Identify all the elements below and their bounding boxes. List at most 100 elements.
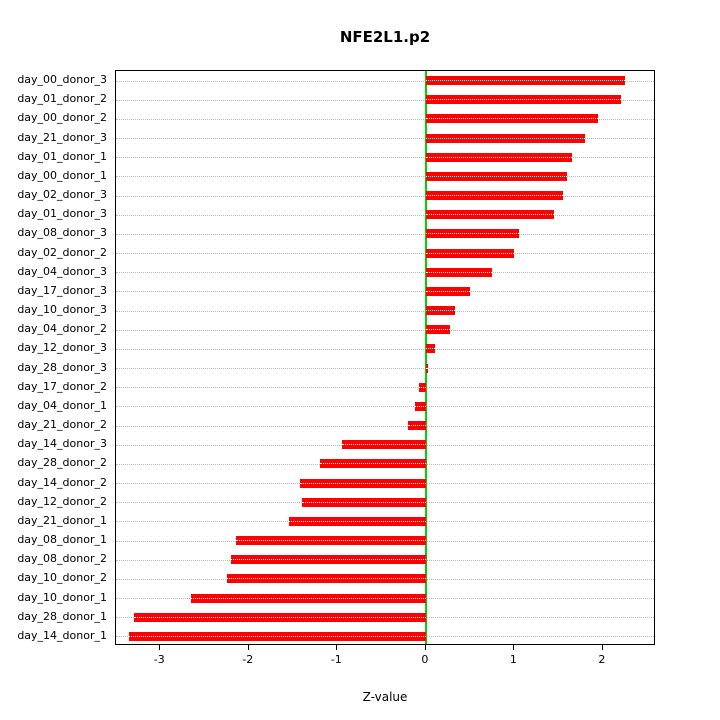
gridline <box>116 291 654 293</box>
bar-stipple <box>300 482 426 484</box>
gridline <box>116 253 654 255</box>
bar-day_17_donor_2 <box>418 382 426 392</box>
bar-day_01_donor_1 <box>425 152 572 162</box>
bar-day_10_donor_3 <box>425 306 456 316</box>
y-label-day_28_donor_2: day_28_donor_2 <box>17 456 107 470</box>
y-label-day_04_donor_3: day_04_donor_3 <box>17 264 107 278</box>
bar-stipple <box>425 137 586 139</box>
gridline <box>116 329 654 331</box>
zero-baseline <box>424 71 427 644</box>
bar-stipple <box>226 578 426 580</box>
y-label-day_00_donor_3: day_00_donor_3 <box>17 73 107 87</box>
bar-day_21_donor_2 <box>408 421 426 431</box>
y-label-day_02_donor_3: day_02_donor_3 <box>17 188 107 202</box>
gridline <box>116 176 654 178</box>
gridline <box>116 348 654 350</box>
gridline <box>116 233 654 235</box>
gridline <box>116 80 654 82</box>
bar-day_28_donor_3 <box>425 363 428 373</box>
bar-stipple <box>319 463 426 465</box>
y-label-day_21_donor_1: day_21_donor_1 <box>17 513 107 527</box>
y-label-day_04_donor_2: day_04_donor_2 <box>17 322 107 336</box>
x-axis-title: Z-value <box>362 690 408 704</box>
y-label-day_00_donor_1: day_00_donor_1 <box>17 168 107 182</box>
bar-day_08_donor_3 <box>425 229 519 239</box>
bar-day_14_donor_2 <box>300 478 426 488</box>
y-label-day_21_donor_2: day_21_donor_2 <box>17 418 107 432</box>
gridline <box>116 195 654 197</box>
y-label-day_17_donor_3: day_17_donor_3 <box>17 283 107 297</box>
y-label-day_08_donor_3: day_08_donor_3 <box>17 226 107 240</box>
bar-day_01_donor_2 <box>425 95 621 105</box>
gridline <box>116 425 654 427</box>
y-label-day_02_donor_2: day_02_donor_2 <box>17 245 107 259</box>
bar-stipple <box>425 348 435 350</box>
y-label-day_21_donor_3: day_21_donor_3 <box>17 130 107 144</box>
bar-stipple <box>425 310 456 312</box>
bar-stipple <box>425 156 572 158</box>
x-tick <box>424 645 426 650</box>
bar-day_14_donor_3 <box>341 440 426 450</box>
x-tick-label--1: -1 <box>330 653 342 666</box>
gridline <box>116 118 654 120</box>
bar-stipple <box>341 444 426 446</box>
gridline <box>116 138 654 140</box>
y-label-day_12_donor_3: day_12_donor_3 <box>17 341 107 355</box>
y-label-day_10_donor_1: day_10_donor_1 <box>17 590 107 604</box>
bar-stipple <box>425 290 471 292</box>
gridline <box>116 99 654 101</box>
bar-stipple <box>425 367 428 369</box>
y-label-day_14_donor_1: day_14_donor_1 <box>17 628 107 642</box>
bar-day_00_donor_2 <box>425 114 599 124</box>
x-tick-label--3: -3 <box>153 653 165 666</box>
x-tick <box>601 645 603 650</box>
y-label-day_01_donor_2: day_01_donor_2 <box>17 92 107 106</box>
bar-day_00_donor_3 <box>425 76 625 86</box>
bar-stipple <box>425 271 493 273</box>
y-label-day_01_donor_1: day_01_donor_1 <box>17 149 107 163</box>
bar-stipple <box>425 195 564 197</box>
bar-stipple <box>425 175 568 177</box>
chart-title: NFE2L1.p2 <box>339 28 431 46</box>
y-label-day_00_donor_2: day_00_donor_2 <box>17 111 107 125</box>
bar-day_12_donor_3 <box>425 344 435 354</box>
x-tick <box>247 645 249 650</box>
gridline <box>116 368 654 370</box>
y-label-day_17_donor_2: day_17_donor_2 <box>17 379 107 393</box>
x-tick-label-0: 0 <box>421 653 429 666</box>
y-label-day_14_donor_3: day_14_donor_3 <box>17 437 107 451</box>
bar-stipple <box>191 597 426 599</box>
x-tick <box>159 645 161 650</box>
y-label-day_10_donor_3: day_10_donor_3 <box>17 303 107 317</box>
bar-day_17_donor_3 <box>425 286 471 296</box>
bar-day_14_donor_1 <box>129 631 426 641</box>
x-tick <box>336 645 338 650</box>
bar-stipple <box>425 80 625 82</box>
bar-day_12_donor_2 <box>301 497 426 507</box>
y-label-day_08_donor_1: day_08_donor_1 <box>17 533 107 547</box>
bar-day_02_donor_3 <box>425 191 564 201</box>
gridline <box>116 272 654 274</box>
bar-stipple <box>415 405 426 407</box>
bar-stipple <box>235 540 426 542</box>
x-tick-label--2: -2 <box>242 653 254 666</box>
bar-day_21_donor_1 <box>288 516 426 526</box>
gridline <box>116 214 654 216</box>
bar-stipple <box>418 386 426 388</box>
bar-stipple <box>425 118 599 120</box>
bar-day_04_donor_1 <box>415 401 426 411</box>
bar-day_01_donor_3 <box>425 210 555 220</box>
gridline <box>116 310 654 312</box>
y-label-day_14_donor_2: day_14_donor_2 <box>17 475 107 489</box>
y-label-day_28_donor_1: day_28_donor_1 <box>17 609 107 623</box>
x-tick <box>513 645 515 650</box>
y-label-day_01_donor_3: day_01_donor_3 <box>17 207 107 221</box>
bar-stipple <box>129 635 426 637</box>
gridline <box>116 406 654 408</box>
bar-day_08_donor_2 <box>231 555 426 565</box>
x-tick-label-1: 1 <box>509 653 517 666</box>
bar-day_02_donor_2 <box>425 248 515 258</box>
bar-stipple <box>301 501 426 503</box>
bar-stipple <box>288 520 426 522</box>
